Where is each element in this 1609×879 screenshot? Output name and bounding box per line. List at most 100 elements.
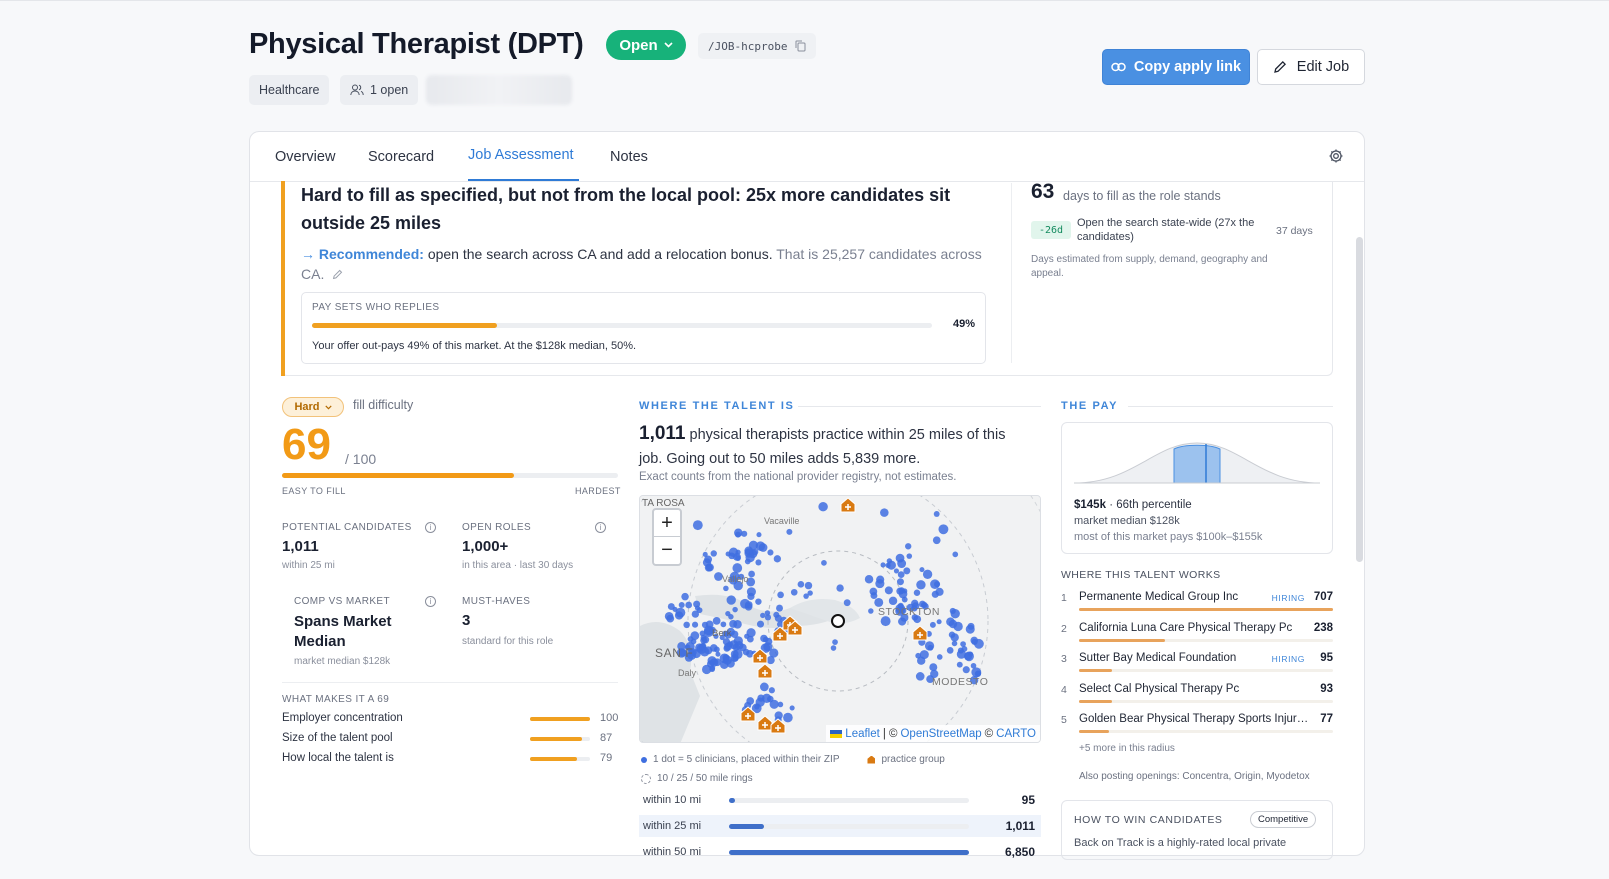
tab-job-assessment[interactable]: Job Assessment [468, 147, 574, 163]
clinician-dot [700, 636, 708, 644]
employer-name: California Luna Care Physical Therapy Pc [1079, 621, 1293, 634]
tab-overview[interactable]: Overview [275, 149, 336, 165]
employer-row[interactable]: 2 California Luna Care Physical Therapy … [1061, 619, 1333, 649]
hiring-badge: HIRING [1271, 593, 1305, 603]
employer-row[interactable]: 5 Golden Bear Physical Therapy Sports In… [1061, 710, 1333, 740]
info-icon[interactable]: i [425, 596, 436, 607]
employer-count: 238 [1313, 621, 1333, 634]
talent-map[interactable]: TA ROSA Vacaville Vallejo STOCKTON SAN F… [639, 495, 1041, 743]
clinician-dot [896, 578, 904, 586]
pay-replies-track [312, 323, 932, 328]
pay-section-title: THE PAY [1061, 400, 1119, 412]
osm-link[interactable]: OpenStreetMap [900, 727, 982, 740]
zoom-out-button[interactable]: − [661, 539, 673, 561]
practice-pin[interactable] [757, 663, 773, 679]
practice-pin[interactable] [740, 706, 756, 722]
employer-row[interactable]: 1 Permanente Medical Group Inc HIRING 70… [1061, 588, 1333, 618]
map-legend-rings: 10 / 25 / 50 mile rings [641, 773, 753, 784]
employer-row[interactable]: 4 Select Cal Physical Therapy Pc 93 [1061, 680, 1333, 710]
practice-pin[interactable] [770, 718, 786, 734]
practice-pin[interactable] [772, 626, 788, 642]
leaflet-link[interactable]: Leaflet [845, 727, 880, 740]
employer-rank: 1 [1061, 592, 1067, 604]
comp-sub: market median $128k [294, 656, 391, 667]
difficulty-score: 69 [282, 420, 331, 469]
tag-industry: Healthcare [249, 75, 330, 105]
factor-label: Employer concentration [282, 712, 403, 724]
practice-pins [740, 497, 928, 734]
practice-pin[interactable] [787, 620, 803, 636]
clinician-dot [683, 621, 690, 629]
legend-group-label: practice group [881, 754, 945, 765]
status-dropdown[interactable]: Open [606, 30, 686, 60]
edit-job-button[interactable]: Edit Job [1257, 49, 1365, 85]
clinician-dot [952, 551, 959, 558]
job-id[interactable]: /JOB-hcprobe [698, 33, 817, 59]
info-icon[interactable]: i [425, 522, 436, 533]
zoom-in-button[interactable]: + [654, 510, 680, 537]
clinician-dot [885, 562, 891, 569]
pencil-icon[interactable] [332, 269, 343, 280]
clinician-dot [714, 572, 723, 581]
tab-bar: Overview Scorecard Job Assessment Notes [250, 132, 1364, 182]
clinician-dot [674, 611, 684, 620]
clinician-dot [760, 643, 771, 653]
talent-sub: Exact counts from the national provider … [639, 471, 957, 483]
copy-apply-link-button[interactable]: Copy apply link [1102, 49, 1250, 85]
clinician-dot [693, 600, 701, 608]
potential-sub: within 25 mi [282, 560, 335, 571]
clinician-dot [938, 524, 949, 535]
tab-scorecard[interactable]: Scorecard [368, 149, 435, 165]
tab-notes[interactable]: Notes [610, 149, 648, 165]
clinician-dot [746, 577, 756, 587]
section-rule [1128, 406, 1333, 407]
practice-pin[interactable] [752, 648, 768, 664]
radius-count: 1,011 [1005, 819, 1035, 833]
info-icon[interactable]: i [595, 522, 606, 533]
clinician-dot [776, 604, 783, 612]
clinician-dot [744, 601, 753, 609]
difficulty-badge[interactable]: Hard [282, 397, 344, 417]
clinician-dot [906, 553, 913, 559]
practice-pin[interactable] [757, 715, 773, 731]
radius-label: within 50 mi [643, 846, 702, 858]
clinician-dot [783, 712, 793, 723]
gear-icon[interactable] [1328, 148, 1344, 164]
potential-caption: POTENTIAL CANDIDATES [282, 522, 412, 533]
clinician-dot [843, 599, 851, 607]
clinician-dot [960, 641, 966, 647]
days-note: Days estimated from supply, demand, geog… [1031, 254, 1268, 279]
recommendation-muted: That is 25,257 candidates across CA. [301, 246, 982, 282]
practice-pin[interactable] [840, 497, 856, 513]
copy-icon[interactable] [795, 40, 806, 52]
pay-range: most of this market pays $100k–$155k [1074, 531, 1263, 543]
carto-link[interactable]: CARTO [996, 727, 1036, 740]
clinician-dot [755, 541, 766, 551]
clinician-dot [903, 567, 911, 575]
employers-more[interactable]: +5 more in this radius [1079, 743, 1175, 754]
win-text: Back on Track is a highly-rated local pr… [1074, 837, 1287, 849]
factor-fill [530, 717, 590, 721]
days-delta-days: 37 days [1276, 225, 1313, 237]
practice-pin[interactable] [912, 625, 928, 641]
users-icon [350, 84, 364, 96]
scale-high: HARDEST [575, 486, 621, 496]
clinician-dot [777, 591, 784, 599]
factor-label: Size of the talent pool [282, 732, 393, 744]
clinician-dot [901, 596, 908, 603]
factor-track [530, 737, 590, 741]
talent-count: 1,011 [639, 423, 686, 444]
employers-title: WHERE THIS TALENT WORKS [1061, 569, 1221, 581]
open-roles-caption: OPEN ROLES [462, 522, 532, 533]
employer-row[interactable]: 3 Sutter Bay Medical Foundation HIRING 9… [1061, 649, 1333, 679]
factor-label: How local the talent is [282, 752, 394, 764]
clinician-dot [702, 664, 712, 675]
clinician-dot [875, 579, 885, 589]
scrollbar[interactable] [1356, 237, 1363, 562]
clinician-dot [830, 645, 837, 651]
clinician-dot [703, 625, 714, 636]
must-haves-sub: standard for this role [462, 636, 554, 647]
must-haves-value: 3 [462, 612, 471, 629]
attribution-sep: © [984, 727, 994, 740]
clinician-dot [956, 661, 963, 668]
